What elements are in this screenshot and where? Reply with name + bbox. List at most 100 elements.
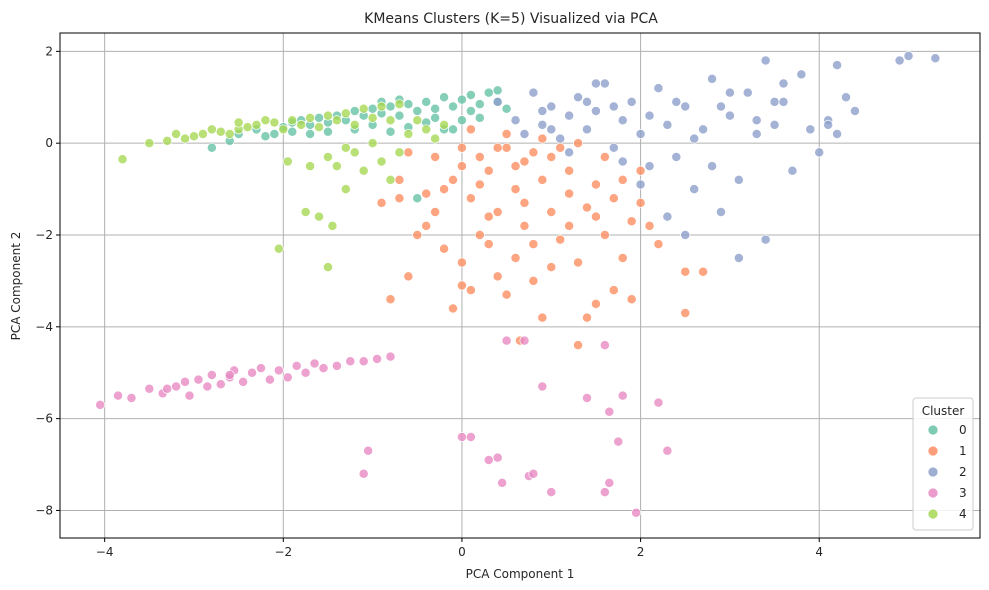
cluster-3-point [238, 376, 249, 387]
cluster-3-point [492, 452, 503, 463]
cluster-3-point [224, 370, 235, 380]
cluster-4-point [273, 243, 284, 254]
cluster-4-point [300, 207, 311, 217]
cluster-1-point [653, 239, 664, 250]
cluster-0-point [385, 126, 396, 137]
cluster-1-point [546, 152, 557, 162]
cluster-1-point [394, 193, 405, 204]
cluster-3-point [613, 436, 624, 447]
cluster-1-point [528, 275, 539, 286]
cluster-1-point [537, 133, 548, 144]
x-axis-ticks: −4 −2 0 2 4 [96, 538, 823, 559]
cluster-2-point [573, 92, 584, 103]
cluster-4-point [340, 142, 351, 153]
cluster-1-point [492, 207, 503, 217]
cluster-3-point [483, 455, 494, 465]
cluster-4-point [385, 115, 396, 126]
cluster-3-point [653, 397, 664, 408]
cluster-1-point [698, 266, 709, 277]
cluster-1-point [510, 184, 521, 195]
cluster-3-point [358, 468, 369, 479]
cluster-1-point [573, 257, 584, 268]
cluster-0-point [403, 99, 414, 110]
cluster-3-point [215, 379, 226, 390]
cluster-0-point [323, 126, 333, 137]
cluster-1-point [403, 271, 414, 282]
cluster-1-point [492, 142, 503, 153]
cluster-3-point [291, 360, 302, 371]
cluster-2-point [635, 129, 646, 139]
cluster-2-point [626, 96, 637, 107]
cluster-4-point [376, 156, 387, 167]
cluster-2-point [850, 106, 860, 116]
x-tick-label: −2 [274, 545, 292, 559]
y-tick-label: −4 [35, 320, 53, 334]
cluster-3-point [345, 356, 356, 367]
cluster-0-point [439, 92, 450, 103]
cluster-3-point [331, 360, 342, 371]
cluster-1-point [501, 289, 512, 300]
cluster-1-point [385, 294, 396, 305]
cluster-1-point [430, 207, 441, 217]
cluster-1-point [421, 220, 432, 231]
cluster-4-point [224, 129, 235, 139]
cluster-1-point [501, 142, 512, 153]
cluster-1-point [510, 161, 521, 172]
cluster-4-point [323, 110, 333, 121]
cluster-2-point [769, 96, 780, 107]
cluster-4-point [421, 124, 432, 135]
cluster-4-point [358, 165, 369, 176]
cluster-1-point [564, 165, 575, 176]
cluster-2-point [716, 101, 726, 112]
legend: Cluster 0 1 2 3 4 [912, 397, 974, 531]
cluster-4-point [278, 124, 289, 135]
cluster-2-point [537, 119, 548, 130]
legend-entry-label: 1 [959, 444, 967, 458]
cluster-1-point [412, 230, 423, 240]
cluster-1-point [546, 262, 557, 273]
cluster-1-point [519, 220, 530, 231]
cluster-1-point [448, 174, 458, 185]
cluster-4-point [394, 147, 405, 158]
cluster-1-point [582, 312, 592, 323]
cluster-1-point [465, 193, 476, 204]
cluster-3-point [604, 477, 615, 488]
legend-marker [927, 508, 939, 520]
cluster-2-point [841, 92, 851, 103]
cluster-4-point [171, 129, 182, 139]
cluster-4-point [314, 122, 324, 133]
x-axis-label: PCA Component 1 [466, 567, 575, 581]
cluster-1-point [617, 253, 628, 263]
cluster-0-point [456, 94, 467, 105]
cluster-3-point [126, 393, 137, 403]
cluster-0-point [474, 99, 485, 110]
cluster-2-point [519, 129, 530, 139]
cluster-2-point [689, 133, 700, 144]
cluster-2-point [733, 253, 744, 263]
cluster-3-point [264, 374, 275, 385]
cluster-2-point [769, 119, 780, 130]
cluster-2-point [608, 101, 619, 112]
cluster-1-point [456, 142, 467, 153]
cluster-2-point [716, 207, 726, 217]
cluster-3-point [193, 374, 204, 385]
cluster-1-point [465, 124, 476, 135]
cluster-3-point [497, 477, 508, 488]
cluster-4-point [412, 115, 423, 126]
cluster-3-point [273, 365, 284, 376]
y-tick-label: 2 [45, 44, 53, 58]
cluster-4-point [282, 156, 293, 167]
cluster-2-point [564, 110, 575, 121]
cluster-1-point [617, 174, 628, 185]
cluster-0-point [206, 142, 217, 153]
cluster-2-point [653, 83, 664, 94]
cluster-3-point [202, 381, 213, 392]
cluster-4-point [430, 133, 441, 144]
cluster-2-point [680, 230, 691, 240]
cluster-1-point [564, 188, 575, 199]
cluster-4-point [215, 126, 226, 137]
cluster-2-point [644, 161, 655, 172]
cluster-1-point [555, 234, 566, 245]
cluster-4-point [323, 152, 333, 162]
